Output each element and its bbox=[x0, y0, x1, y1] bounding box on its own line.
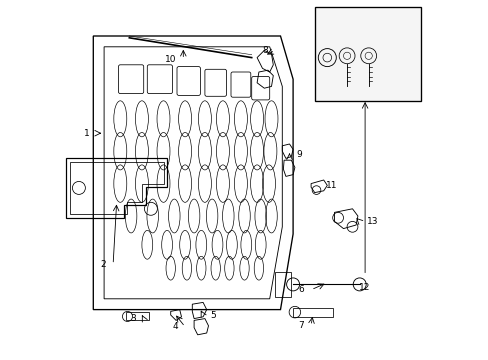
Text: 5: 5 bbox=[210, 310, 216, 320]
Bar bbox=[314, 7, 420, 101]
Bar bbox=[292, 308, 332, 317]
Text: 8: 8 bbox=[262, 46, 267, 55]
Text: 9: 9 bbox=[296, 150, 302, 159]
Bar bbox=[125, 312, 149, 320]
Text: 12: 12 bbox=[359, 283, 370, 292]
Text: 4: 4 bbox=[172, 323, 178, 331]
Text: 7: 7 bbox=[298, 321, 303, 330]
Bar bbox=[275, 272, 291, 297]
Text: 10: 10 bbox=[164, 55, 176, 64]
Text: 6: 6 bbox=[298, 285, 303, 294]
Text: 1: 1 bbox=[84, 129, 89, 138]
Text: 13: 13 bbox=[366, 217, 378, 226]
Text: 3: 3 bbox=[130, 314, 136, 323]
Text: 11: 11 bbox=[325, 181, 336, 190]
Text: 2: 2 bbox=[100, 260, 106, 269]
